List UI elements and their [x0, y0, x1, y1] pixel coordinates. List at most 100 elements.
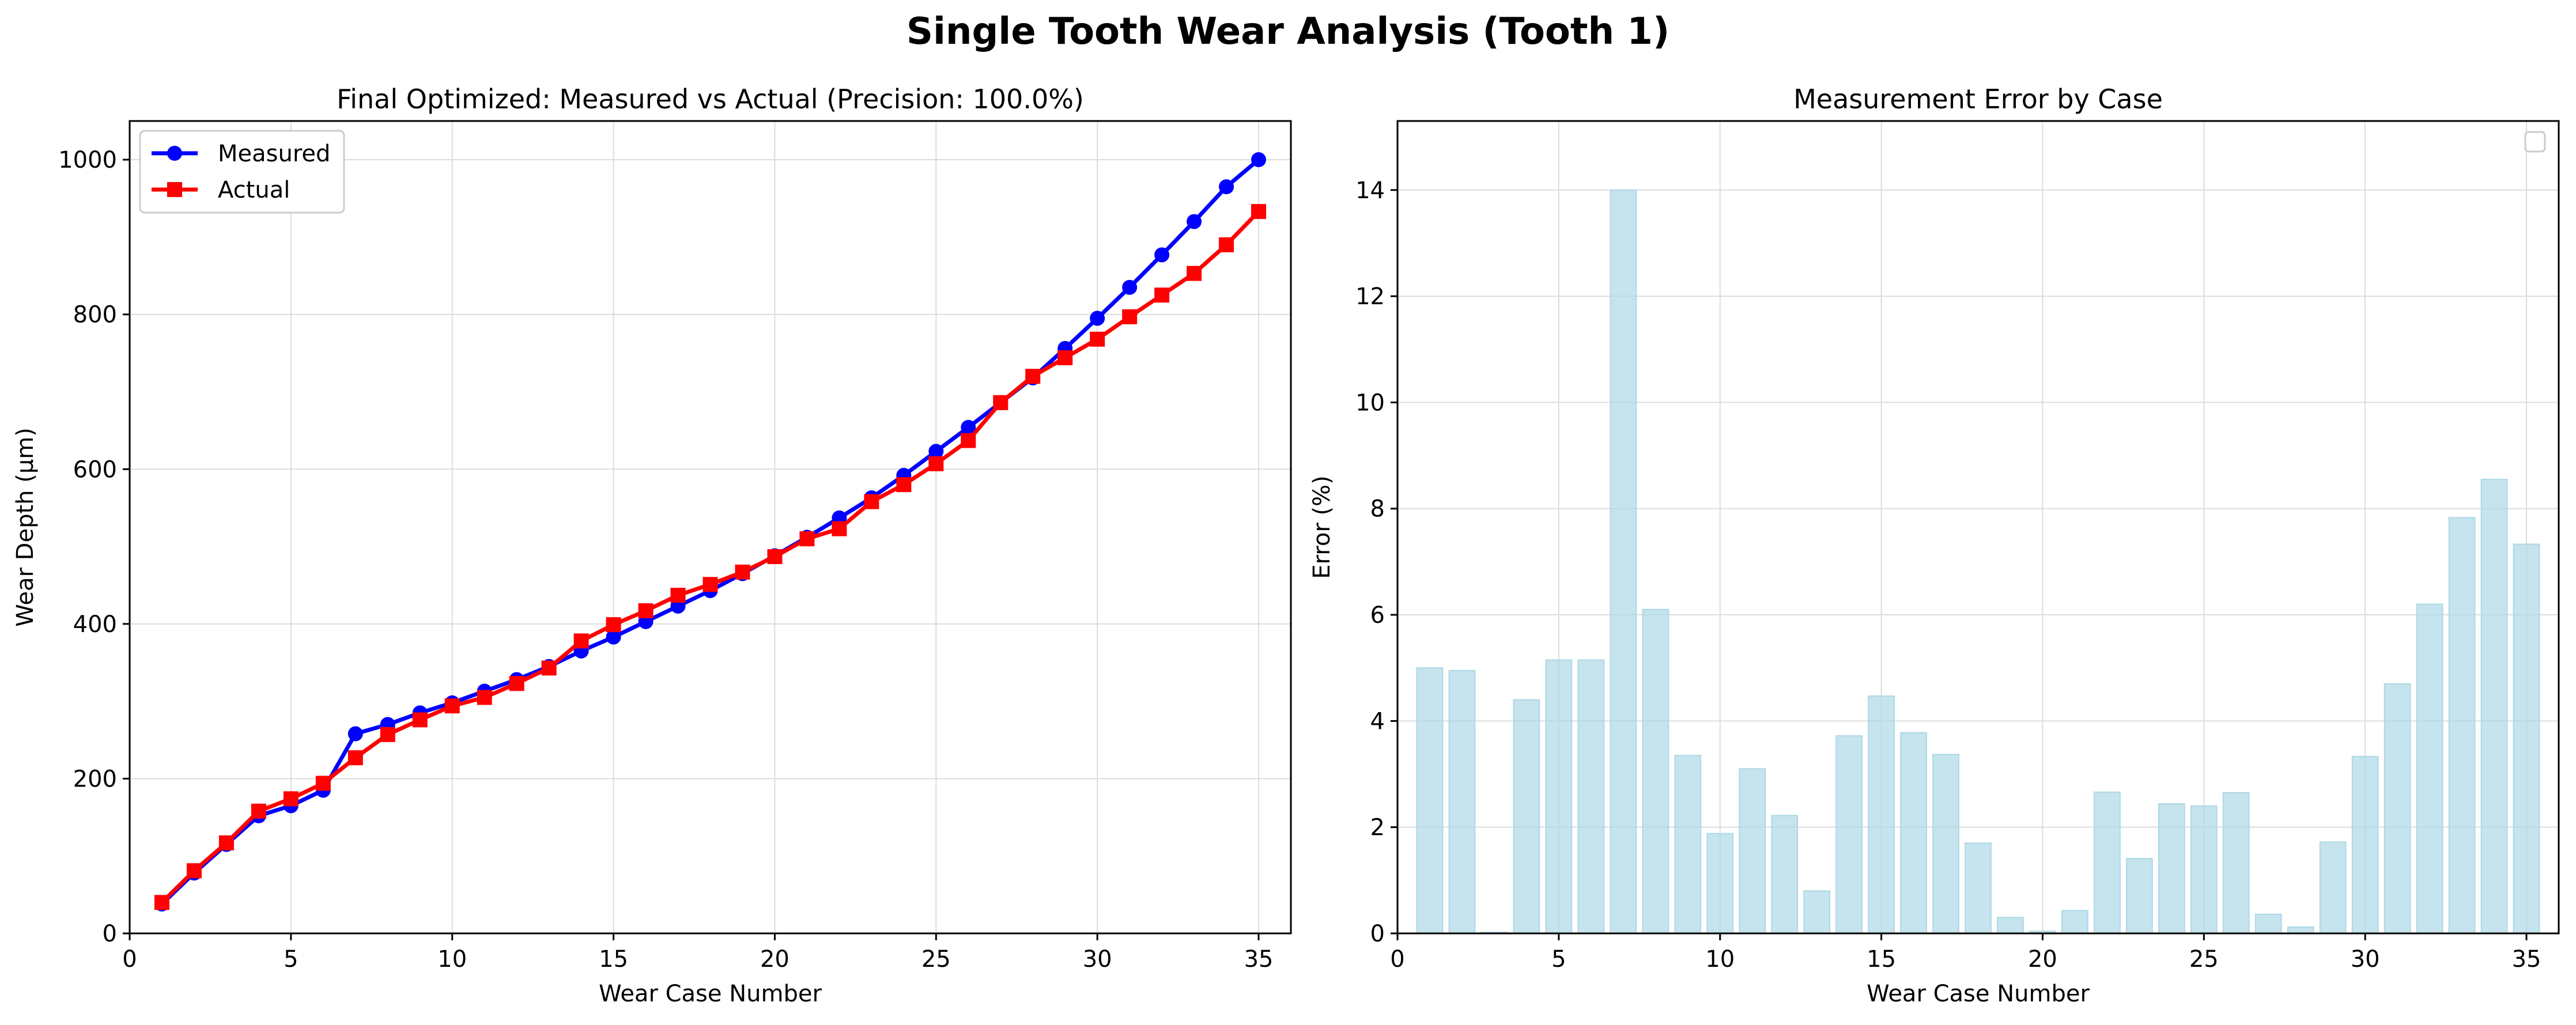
left-xtick-label: 10	[437, 946, 467, 973]
legend-measured-marker	[167, 146, 182, 161]
right-ytick-label: 0	[1370, 921, 1385, 947]
error-bar	[1771, 815, 1799, 934]
actual-point	[251, 803, 266, 819]
left-ytick-label: 400	[73, 611, 117, 638]
right-bars-group	[1416, 189, 2540, 935]
right-ytick-label: 10	[1355, 389, 1385, 416]
measured-point	[1154, 247, 1170, 263]
measured-point	[1187, 214, 1202, 229]
measured-point	[961, 419, 976, 435]
right-xtick-label: 25	[2189, 946, 2219, 973]
left-ytick-label: 1000	[58, 147, 117, 173]
left-ytick-label: 200	[73, 766, 117, 792]
left-xtick-label: 5	[284, 946, 298, 973]
measured-point	[1122, 279, 1138, 295]
actual-point	[444, 698, 460, 714]
left-ytick-label: 600	[73, 456, 117, 483]
error-bar	[2287, 926, 2314, 934]
actual-point	[702, 577, 718, 592]
left-ytick-label: 800	[73, 302, 117, 328]
legend-actual-marker	[167, 182, 182, 197]
right-ytick-label: 8	[1370, 496, 1385, 523]
right-ytick-label: 12	[1355, 283, 1385, 310]
measured-point	[1251, 152, 1267, 168]
actual-point	[412, 712, 428, 728]
wear-depth-line-chart: 0 5 10 15 20 25 30 35 0 200 400 600 800 1000 Final Op…	[12, 84, 1292, 1007]
actual-point	[767, 549, 783, 565]
error-bar	[1642, 608, 1670, 934]
actual-point	[154, 895, 169, 910]
left-legend: Measured Actual	[139, 130, 345, 214]
actual-point	[477, 690, 492, 705]
error-bar	[2416, 603, 2443, 934]
error-bar	[1803, 890, 1831, 935]
error-bar	[1448, 670, 1476, 934]
error-bar	[2222, 792, 2250, 934]
actual-point	[670, 588, 686, 603]
left-xtick-label: 35	[1244, 946, 1274, 973]
left-xtick-label: 30	[1083, 946, 1112, 973]
right-ytick-label: 14	[1355, 177, 1385, 204]
right-xtick-label: 0	[1390, 946, 1404, 973]
left-xtick-label: 20	[760, 946, 790, 973]
error-bar	[1997, 917, 2024, 934]
right-xtick-label: 5	[1551, 946, 1566, 973]
actual-point	[1057, 350, 1073, 365]
error-bar	[1706, 833, 1734, 935]
left-ticks: 0 5 10 15 20 25 30 35 0 200 400 600 800 1000	[58, 147, 1273, 973]
left-xtick-label: 25	[921, 946, 951, 973]
figure-suptitle: Single Tooth Wear Analysis (Tooth 1)	[906, 10, 1670, 53]
actual-point	[348, 750, 363, 766]
measured-point	[348, 726, 363, 742]
actual-point	[1187, 266, 1202, 281]
error-bar	[1900, 732, 1927, 935]
actual-point	[1122, 309, 1138, 324]
right-empty-legend-box	[2524, 131, 2546, 153]
right-xtick-label: 35	[2512, 946, 2541, 973]
error-bar	[1868, 695, 1895, 934]
error-bar	[1545, 659, 1573, 935]
actual-point	[735, 564, 750, 580]
actual-point	[832, 521, 847, 536]
error-bar	[2480, 479, 2508, 934]
error-bar	[2125, 858, 2153, 935]
right-xtick-label: 20	[2028, 946, 2057, 973]
measured-point	[606, 629, 621, 645]
actual-point	[606, 617, 621, 633]
actual-point	[186, 863, 202, 879]
error-bar	[1932, 754, 1959, 935]
left-y-axis-label: Wear Depth (μm)	[12, 428, 39, 627]
right-ytick-label: 2	[1370, 815, 1385, 841]
actual-point	[1251, 204, 1267, 220]
actual-point	[928, 456, 944, 471]
error-bar	[1739, 768, 1766, 934]
error-bar	[2061, 910, 2088, 935]
actual-point	[1219, 237, 1234, 252]
right-y-axis-label: Error (%)	[1309, 475, 1335, 578]
actual-point	[1025, 369, 1041, 384]
actual-point	[218, 835, 234, 850]
right-ytick-label: 6	[1370, 602, 1385, 629]
right-x-axis-label: Wear Case Number	[1867, 981, 2090, 1007]
left-ytick-label: 0	[103, 921, 117, 947]
actual-point	[638, 603, 654, 619]
error-bar	[2319, 841, 2347, 935]
actual-point	[1090, 331, 1105, 347]
error-bar-chart: 0 5 10 15 20 25 30 35 0 2 4 6 8 10 12 14 Measurement Er…	[1309, 84, 2560, 1007]
error-bar	[2351, 756, 2379, 935]
left-x-axis-label: Wear Case Number	[599, 981, 822, 1007]
actual-point	[864, 494, 879, 509]
right-ticks: 0 5 10 15 20 25 30 35 0 2 4 6 8 10 12 14	[1355, 177, 2541, 973]
error-bar	[2158, 803, 2185, 934]
right-ytick-label: 4	[1370, 708, 1385, 735]
measured-point	[1090, 311, 1105, 326]
error-bar	[1965, 842, 1992, 935]
right-xtick-label: 30	[2351, 946, 2380, 973]
left-series-group	[154, 152, 1267, 911]
right-plot-frame	[1396, 120, 2560, 935]
actual-point	[573, 633, 589, 649]
actual-point	[283, 791, 299, 807]
actual-point	[799, 531, 815, 547]
